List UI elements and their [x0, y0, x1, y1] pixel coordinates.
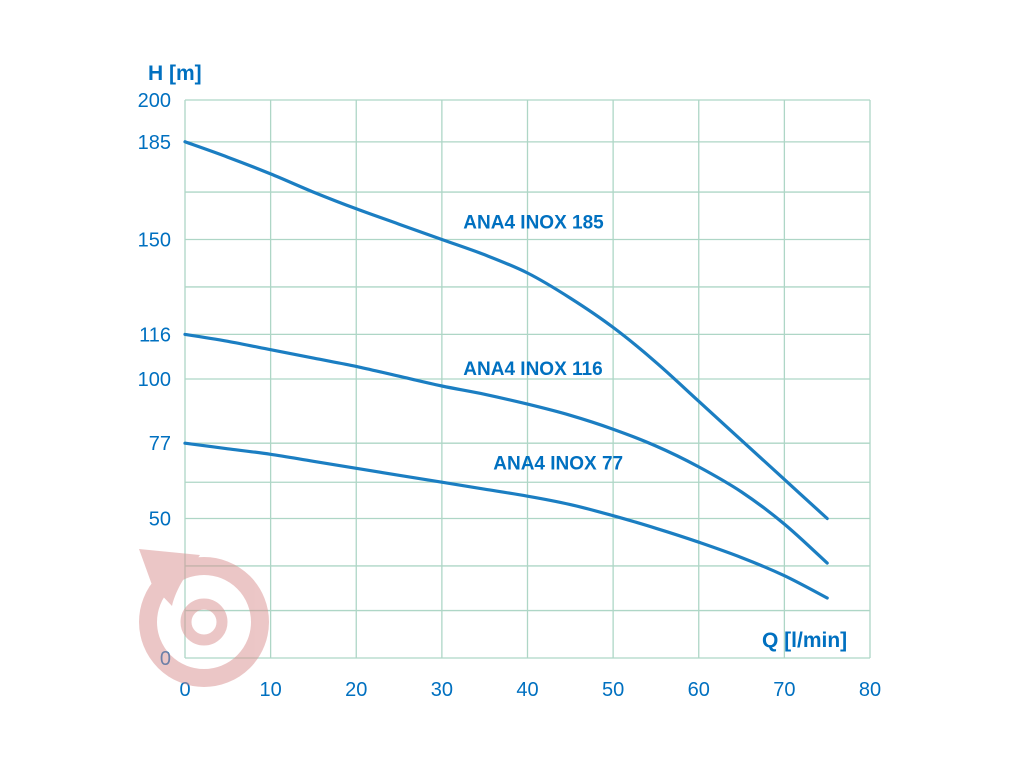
- curves-layer: [183, 140, 829, 600]
- y-tick-label: 100: [138, 369, 171, 391]
- y-tick-label: 50: [149, 509, 171, 531]
- watermark-logo-icon: [139, 549, 269, 687]
- x-tick-label: 60: [688, 679, 710, 701]
- y-axis-title: H [m]: [148, 62, 202, 85]
- x-tick-label: 0: [179, 679, 190, 701]
- y-tick-label: 77: [149, 433, 171, 455]
- y-tick-label: 150: [138, 230, 171, 252]
- series-label: ANA4 INOX 77: [493, 454, 623, 475]
- curve-ana4-inox-116: [183, 332, 829, 565]
- x-tick-label: 30: [431, 679, 453, 701]
- x-axis-title: Q [l/min]: [762, 629, 847, 652]
- y-tick-label: 200: [138, 90, 171, 112]
- watermark-shape: [139, 549, 269, 687]
- curve-ana4-inox-185: [183, 140, 829, 521]
- series-label: ANA4 INOX 185: [463, 212, 604, 233]
- grid-layer: [184, 99, 871, 659]
- series-labels-layer: ANA4 INOX 185 ANA4 INOX 116 ANA4 INOX 77: [463, 212, 623, 474]
- series-label: ANA4 INOX 116: [463, 359, 602, 380]
- x-tick-label: 10: [260, 679, 282, 701]
- curve-ana4-inox-77: [183, 441, 829, 600]
- x-tick-label: 80: [859, 679, 881, 701]
- y-tick-label: 116: [139, 324, 171, 346]
- axis-titles-layer: H [m] Q [l/min]: [148, 62, 847, 652]
- x-tick-label: 70: [773, 679, 795, 701]
- x-tick-label: 20: [345, 679, 367, 701]
- x-tick-label: 40: [516, 679, 538, 701]
- x-tick-label: 50: [602, 679, 624, 701]
- y-tick-label: 185: [138, 132, 171, 154]
